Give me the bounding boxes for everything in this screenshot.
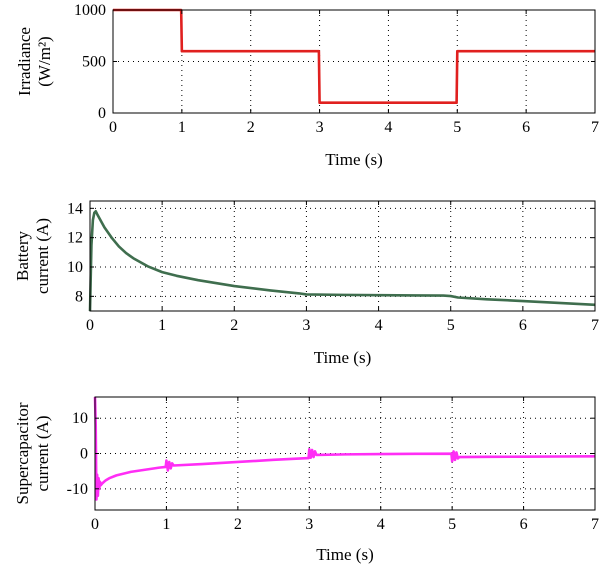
y-axis-title-line: current (A)	[33, 416, 52, 492]
x-tick-label: 2	[230, 317, 238, 334]
y-axis-title-line: Supercapacitor	[13, 402, 32, 504]
y-tick-label: 8	[75, 288, 83, 305]
x-tick-label: 5	[453, 119, 461, 136]
y-axis-title: Supercapacitorcurrent (A)	[13, 402, 52, 504]
x-tick-label: 3	[305, 516, 313, 533]
series-line-1	[93, 396, 596, 501]
x-tick-label: 0	[91, 516, 99, 533]
y-tick-label: 0	[80, 446, 88, 463]
x-tick-label: 7	[591, 317, 599, 334]
series-line-1	[113, 8, 595, 104]
x-tick-label: 2	[234, 516, 242, 533]
y-tick-label: -10	[67, 481, 88, 498]
y-axis-title: Batterycurrent (A)	[13, 218, 52, 294]
x-tick-label: 1	[162, 516, 170, 533]
chart-panel-1: 0 1 2 3 4 5 6 7 0 500 1000 Time (s) Irradiance(W/m²)	[15, 2, 599, 169]
x-tick-label: 6	[522, 119, 530, 136]
x-tick-label: 0	[86, 317, 94, 334]
x-tick-label: 7	[591, 516, 599, 533]
y-tick-label: 0	[98, 105, 106, 122]
x-axis-title: Time (s)	[314, 348, 371, 367]
plot-frame	[89, 200, 596, 312]
x-axis-title: Time (s)	[325, 150, 382, 169]
x-tick-label: 1	[178, 119, 186, 136]
x-tick-label: 2	[247, 119, 255, 136]
y-tick-label: 500	[82, 54, 106, 71]
y-tick-label: 1000	[74, 2, 106, 19]
x-tick-label: 3	[316, 119, 324, 136]
y-tick-label: 10	[67, 259, 83, 276]
y-axis-title-line: current (A)	[33, 218, 52, 294]
chart-panel-3: 0 1 2 3 4 5 6 7 -10 0 10 Time (s) Supercapacitorcurr…	[13, 396, 599, 564]
x-tick-label: 6	[520, 516, 528, 533]
y-axis-title-line: Battery	[13, 230, 32, 281]
x-tick-label: 4	[377, 516, 385, 533]
x-tick-label: 3	[302, 317, 310, 334]
x-tick-label: 0	[109, 119, 117, 136]
x-tick-label: 4	[384, 119, 392, 136]
x-tick-label: 7	[591, 119, 599, 136]
y-tick-label: 14	[67, 200, 83, 217]
x-tick-label: 4	[375, 317, 383, 334]
x-tick-label: 1	[158, 317, 166, 334]
y-tick-label: 12	[67, 230, 83, 247]
y-axis-title: Irradiance(W/m²)	[15, 27, 54, 96]
series-line-1	[88, 209, 596, 312]
y-axis-title-line: (W/m²)	[35, 36, 54, 86]
y-axis-title-line: Irradiance	[15, 27, 34, 96]
x-axis-title: Time (s)	[316, 545, 373, 564]
y-tick-label: 10	[72, 410, 88, 427]
x-tick-label: 5	[448, 516, 456, 533]
x-tick-label: 5	[447, 317, 455, 334]
x-tick-label: 6	[519, 317, 527, 334]
